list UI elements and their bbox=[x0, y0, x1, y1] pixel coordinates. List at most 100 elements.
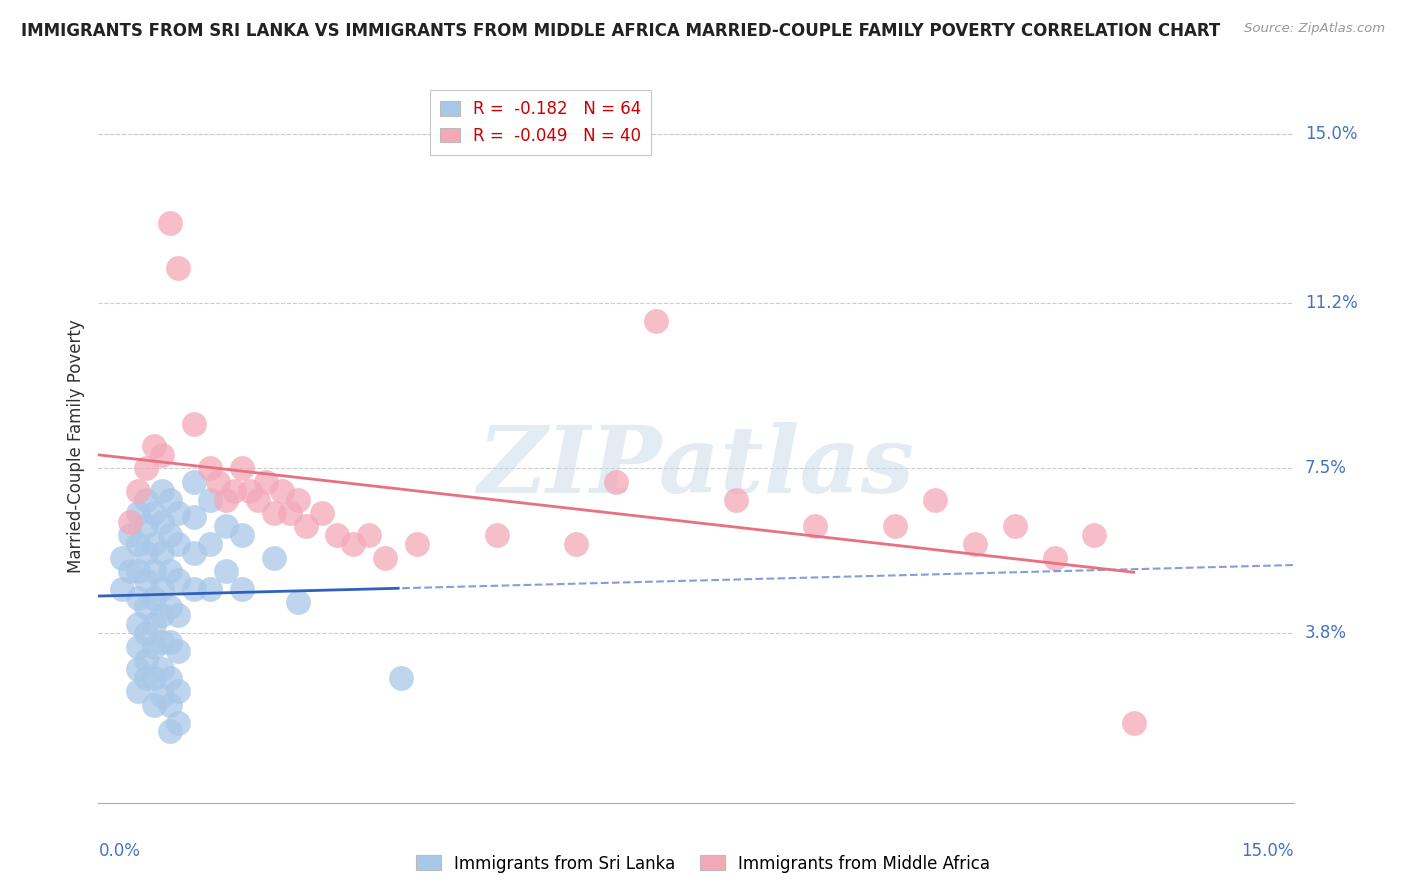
Point bbox=[222, 483, 245, 498]
Point bbox=[167, 644, 190, 658]
Text: 11.2%: 11.2% bbox=[1305, 294, 1357, 312]
Text: 0.0%: 0.0% bbox=[98, 842, 141, 860]
Point bbox=[143, 698, 166, 712]
Point bbox=[159, 671, 181, 685]
Point bbox=[215, 564, 238, 578]
Point bbox=[150, 635, 173, 649]
Point bbox=[150, 448, 173, 462]
Point bbox=[207, 475, 229, 489]
Text: 15.0%: 15.0% bbox=[1305, 125, 1357, 143]
Point bbox=[143, 439, 166, 453]
Point bbox=[143, 506, 166, 520]
Point bbox=[135, 671, 157, 685]
Point bbox=[231, 582, 253, 596]
Point bbox=[198, 492, 221, 507]
Point bbox=[159, 528, 181, 542]
Point bbox=[278, 506, 301, 520]
Point bbox=[167, 537, 190, 551]
Point bbox=[159, 724, 181, 739]
Point bbox=[183, 475, 205, 489]
Point bbox=[159, 698, 181, 712]
Point bbox=[485, 528, 508, 542]
Point bbox=[231, 528, 253, 542]
Point bbox=[159, 599, 181, 614]
Point bbox=[150, 662, 173, 676]
Point bbox=[198, 582, 221, 596]
Point bbox=[127, 506, 149, 520]
Point bbox=[127, 483, 149, 498]
Point bbox=[406, 537, 429, 551]
Point bbox=[183, 510, 205, 524]
Point bbox=[924, 492, 946, 507]
Text: IMMIGRANTS FROM SRI LANKA VS IMMIGRANTS FROM MIDDLE AFRICA MARRIED-COUPLE FAMILY: IMMIGRANTS FROM SRI LANKA VS IMMIGRANTS … bbox=[21, 22, 1220, 40]
Point bbox=[150, 483, 173, 498]
Point bbox=[135, 626, 157, 640]
Point bbox=[215, 492, 238, 507]
Point bbox=[150, 546, 173, 560]
Point bbox=[150, 582, 173, 596]
Point bbox=[167, 684, 190, 698]
Point bbox=[143, 591, 166, 605]
Point bbox=[135, 461, 157, 475]
Point bbox=[645, 314, 668, 328]
Text: 7.5%: 7.5% bbox=[1305, 459, 1347, 477]
Legend: Immigrants from Sri Lanka, Immigrants from Middle Africa: Immigrants from Sri Lanka, Immigrants fr… bbox=[409, 848, 997, 880]
Point bbox=[111, 582, 134, 596]
Point bbox=[605, 475, 627, 489]
Point bbox=[326, 528, 349, 542]
Point bbox=[127, 640, 149, 654]
Point bbox=[143, 671, 166, 685]
Point bbox=[724, 492, 747, 507]
Point bbox=[159, 492, 181, 507]
Point bbox=[135, 599, 157, 614]
Point bbox=[231, 461, 253, 475]
Point bbox=[159, 635, 181, 649]
Point bbox=[111, 550, 134, 565]
Point bbox=[287, 492, 309, 507]
Point bbox=[135, 573, 157, 587]
Point bbox=[1004, 519, 1026, 533]
Point bbox=[263, 550, 285, 565]
Point bbox=[270, 483, 292, 498]
Point bbox=[963, 537, 986, 551]
Point bbox=[127, 537, 149, 551]
Point bbox=[167, 608, 190, 623]
Text: ZIPatlas: ZIPatlas bbox=[478, 423, 914, 512]
Point bbox=[342, 537, 364, 551]
Point bbox=[127, 617, 149, 632]
Point bbox=[135, 519, 157, 533]
Point bbox=[127, 564, 149, 578]
Point bbox=[183, 546, 205, 560]
Point bbox=[143, 564, 166, 578]
Point bbox=[246, 492, 269, 507]
Point bbox=[294, 519, 316, 533]
Point bbox=[167, 506, 190, 520]
Point bbox=[215, 519, 238, 533]
Point bbox=[183, 582, 205, 596]
Point bbox=[120, 528, 142, 542]
Point bbox=[135, 653, 157, 667]
Point bbox=[150, 608, 173, 623]
Point bbox=[374, 550, 396, 565]
Point bbox=[167, 573, 190, 587]
Point bbox=[127, 684, 149, 698]
Point bbox=[804, 519, 827, 533]
Point bbox=[127, 591, 149, 605]
Point bbox=[1123, 715, 1146, 730]
Point bbox=[287, 595, 309, 609]
Point bbox=[167, 715, 190, 730]
Point bbox=[120, 564, 142, 578]
Point bbox=[135, 546, 157, 560]
Point bbox=[254, 475, 277, 489]
Legend: R =  -0.182   N = 64, R =  -0.049   N = 40: R = -0.182 N = 64, R = -0.049 N = 40 bbox=[430, 90, 651, 154]
Point bbox=[159, 216, 181, 230]
Point bbox=[389, 671, 412, 685]
Point bbox=[1083, 528, 1105, 542]
Point bbox=[150, 515, 173, 529]
Point bbox=[565, 537, 588, 551]
Point bbox=[359, 528, 381, 542]
Point bbox=[135, 492, 157, 507]
Point bbox=[263, 506, 285, 520]
Point bbox=[120, 515, 142, 529]
Point bbox=[167, 260, 190, 275]
